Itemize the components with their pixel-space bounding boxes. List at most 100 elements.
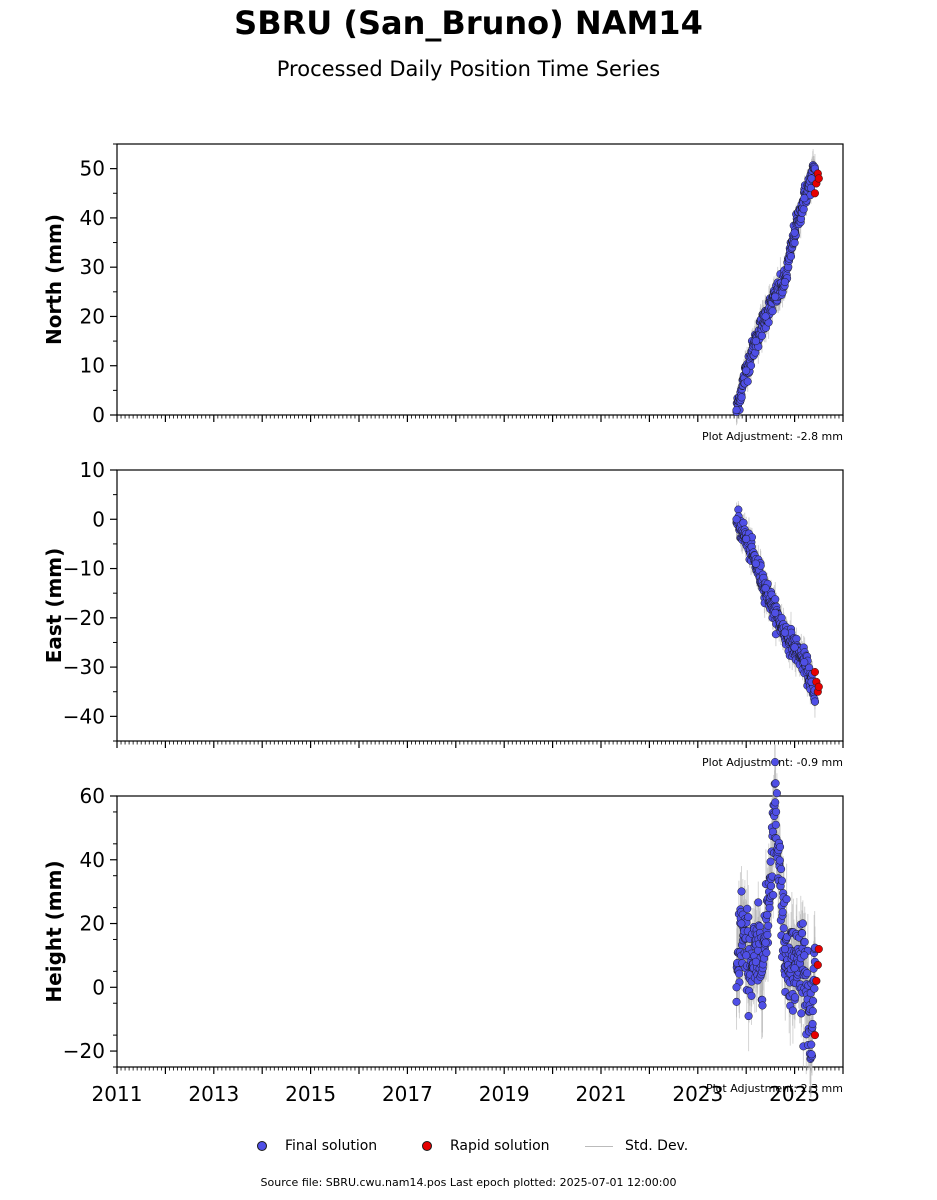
- final-point: [735, 969, 744, 978]
- final-point: [780, 628, 789, 637]
- rapid-point: [810, 667, 819, 677]
- chart-title: SBRU (San_Bruno) NAM14: [234, 4, 703, 42]
- final-point: [808, 1006, 817, 1016]
- final-point: [744, 1012, 753, 1021]
- final-point: [751, 559, 760, 568]
- panel-height: −20 0 20 40 60 2011 2013 2015 2017 2019 2021 2023 20…: [42, 744, 844, 1106]
- rapid-points-height: [810, 944, 823, 1040]
- final-point: [788, 1006, 797, 1015]
- final-point: [772, 789, 781, 798]
- final-point: [761, 584, 770, 593]
- y-tick-label: −30: [63, 655, 105, 679]
- final-point: [790, 238, 799, 247]
- final-point: [782, 895, 791, 904]
- final-point: [790, 228, 799, 237]
- final-point: [763, 930, 772, 939]
- final-point: [764, 921, 773, 930]
- final-point: [743, 377, 752, 386]
- final-point: [769, 891, 778, 900]
- legend: Final solution Rapid solution Std. Dev.: [0, 1138, 937, 1158]
- final-point: [761, 938, 770, 947]
- final-point: [790, 964, 799, 973]
- final-point: [771, 779, 780, 788]
- legend-rapid-label: Rapid solution: [450, 1138, 550, 1154]
- final-point: [810, 984, 819, 993]
- y-tick-label: 0: [92, 975, 105, 999]
- legend-final-label: Final solution: [285, 1138, 378, 1154]
- final-point: [737, 393, 746, 402]
- rapid-point: [813, 960, 822, 970]
- final-point: [737, 887, 746, 896]
- final-point: [742, 951, 751, 960]
- final-point: [743, 904, 752, 913]
- source-footer: Source file: SBRU.cwu.nam14.pos Last epo…: [260, 1176, 677, 1189]
- final-point: [800, 937, 809, 947]
- final-point: [807, 1050, 816, 1059]
- final-point: [768, 307, 777, 316]
- y-tick-label: 10: [80, 458, 105, 482]
- final-points-north: [732, 161, 819, 416]
- final-point: [772, 807, 781, 816]
- final-points-east: [732, 505, 819, 706]
- final-point: [771, 758, 780, 767]
- final-point: [790, 643, 799, 652]
- final-point: [758, 1001, 767, 1010]
- legend-std-marker: [585, 1145, 613, 1147]
- final-point: [775, 856, 784, 865]
- legend-final-marker: [257, 1141, 267, 1151]
- rapid-point: [814, 944, 823, 954]
- x-tick-label: 2017: [382, 1082, 433, 1106]
- y-axis-label-north: North (mm): [42, 214, 66, 345]
- rapid-point: [810, 1031, 819, 1040]
- final-point: [790, 993, 800, 1002]
- final-point: [732, 997, 741, 1006]
- final-point: [732, 515, 741, 524]
- final-point: [751, 957, 760, 966]
- y-tick-label: 60: [80, 784, 105, 808]
- final-point: [776, 842, 785, 851]
- y-tick-label: 40: [80, 206, 105, 230]
- final-point: [798, 929, 807, 938]
- final-point: [747, 991, 756, 1000]
- final-point: [777, 865, 786, 874]
- rapid-point: [812, 976, 821, 985]
- y-tick-label: 20: [80, 912, 105, 936]
- rapid-points-north: [810, 169, 823, 198]
- legend-rapid-marker: [422, 1141, 432, 1151]
- final-point: [778, 908, 787, 917]
- final-point: [742, 366, 751, 375]
- x-tick-label: 2013: [188, 1082, 239, 1106]
- plot-frame-north: [116, 143, 844, 416]
- x-tick-label: 2025: [769, 1082, 820, 1106]
- final-point: [744, 912, 753, 922]
- x-tick-label: 2021: [576, 1082, 627, 1106]
- final-point: [762, 948, 771, 957]
- x-tick-label: 2019: [479, 1082, 530, 1106]
- x-tick-label: 2015: [285, 1082, 336, 1106]
- final-point: [734, 505, 743, 514]
- legend-std-label: Std. Dev.: [625, 1138, 689, 1154]
- final-point: [763, 910, 772, 919]
- y-tick-label: −10: [63, 557, 105, 581]
- plot-frame-height: [116, 795, 844, 1068]
- final-point: [771, 292, 780, 301]
- y-tick-label: 0: [92, 403, 105, 427]
- y-tick-label: 50: [80, 157, 105, 181]
- y-axis-label-east: East (mm): [42, 548, 66, 664]
- final-point: [800, 951, 809, 960]
- final-point: [771, 608, 780, 617]
- final-point: [737, 919, 746, 928]
- rapid-point: [814, 682, 823, 691]
- final-point: [742, 534, 751, 544]
- y-tick-label: −40: [63, 704, 105, 728]
- y-tick-label: 40: [80, 848, 105, 872]
- y-tick-label: −20: [63, 606, 105, 630]
- plot-adjustment-north: Plot Adjustment: -2.8 mm: [702, 430, 843, 443]
- x-tick-label: 2023: [672, 1082, 723, 1106]
- final-point: [786, 252, 796, 261]
- final-point: [767, 881, 776, 890]
- final-point: [799, 205, 808, 214]
- final-point: [798, 919, 807, 928]
